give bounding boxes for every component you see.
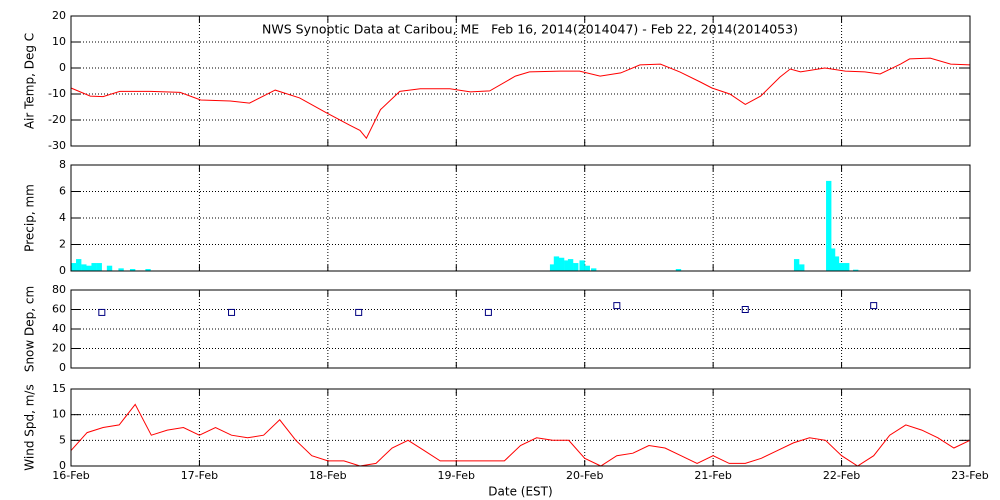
snow-marker [613, 302, 621, 310]
precip-bar [91, 263, 97, 271]
y-tick-label: 5 [59, 433, 66, 446]
y-tick-label: 0 [59, 361, 66, 374]
precip-bar [591, 268, 597, 271]
x-tick-label: 20-Feb [566, 469, 603, 482]
plot-frame [70, 15, 971, 147]
precip-bar [838, 263, 845, 271]
snow-marker [484, 308, 492, 316]
y-axis-label: Wind Spd, m/s [23, 384, 37, 470]
plot-frame [70, 388, 971, 467]
y-tick-label: -30 [48, 139, 66, 152]
y-tick-label: 80 [52, 283, 66, 296]
precip-bar [76, 259, 82, 271]
precip-bar [675, 269, 682, 271]
snow-marker [741, 306, 749, 313]
y-tick-label: 40 [52, 322, 66, 335]
y-tick-label: -10 [48, 87, 66, 100]
y-tick-label: 4 [59, 211, 66, 224]
y-tick-label: 15 [52, 382, 66, 395]
precip-bar [844, 263, 850, 271]
y-axis-label: Snow Dep, cm [23, 286, 37, 372]
precip-bar [573, 263, 579, 271]
precip-bar [549, 264, 556, 271]
precip-bar [558, 257, 565, 271]
precip-bar [553, 256, 560, 271]
precip-bar [829, 248, 836, 271]
y-axis-label: Air Temp, Deg C [23, 33, 37, 129]
precip-bar [567, 259, 574, 271]
y-tick-label: 2 [59, 238, 66, 251]
snow-marker [870, 302, 878, 310]
x-tick-label: 22-Feb [823, 469, 860, 482]
snow-marker [98, 308, 106, 316]
plot-frame [70, 164, 971, 272]
precip-bar [584, 265, 590, 271]
chart-title: NWS Synoptic Data at Caribou, ME Feb 16,… [262, 22, 798, 37]
precip-bar [853, 269, 859, 271]
x-tick-label: 16-Feb [52, 469, 89, 482]
data-line [70, 57, 971, 140]
y-tick-label: 6 [59, 185, 66, 198]
precip-bar [826, 180, 832, 271]
y-tick-label: 20 [52, 342, 66, 355]
precip-bar [833, 256, 840, 271]
y-tick-label: 0 [59, 264, 66, 277]
plot-frame [70, 289, 971, 369]
precip-bar [86, 265, 92, 271]
precip-bar [96, 263, 102, 271]
y-tick-label: 8 [59, 158, 66, 171]
y-tick-label: 20 [52, 9, 66, 22]
precip-bar [118, 268, 124, 271]
y-tick-label: -20 [48, 113, 66, 126]
x-tick-label: 19-Feb [438, 469, 475, 482]
y-tick-label: 10 [52, 408, 66, 421]
y-tick-label: 0 [59, 61, 66, 74]
y-tick-label: 60 [52, 303, 66, 316]
x-axis-label: Date (EST) [488, 485, 552, 499]
precip-bar [145, 269, 151, 271]
precip-bar [129, 269, 136, 271]
data-line [70, 403, 971, 467]
x-tick-label: 21-Feb [694, 469, 731, 482]
precip-bar [81, 264, 87, 271]
precip-bar [793, 259, 800, 271]
y-tick-label: 0 [59, 459, 66, 472]
x-tick-label: 18-Feb [309, 469, 346, 482]
precip-bar [799, 264, 805, 271]
precip-bar [70, 263, 77, 271]
precip-bar [106, 265, 113, 271]
precip-bar [564, 260, 570, 271]
snow-marker [228, 308, 236, 316]
snow-marker [355, 308, 363, 316]
precip-bar [579, 260, 585, 271]
y-tick-label: 10 [52, 35, 66, 48]
x-tick-label: 17-Feb [181, 469, 218, 482]
x-tick-label: 23-Feb [951, 469, 988, 482]
y-axis-label: Precip, mm [23, 184, 37, 252]
